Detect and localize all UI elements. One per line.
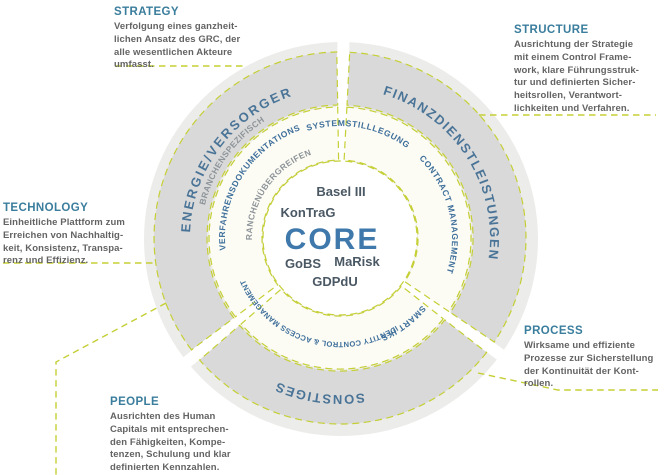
outer-sector-finanzdienstleistungen xyxy=(346,51,527,343)
callout-process-title: PROCESS xyxy=(524,325,584,337)
callout-people: PEOPLE Ausrichten des Human Capitals mit… xyxy=(110,396,265,475)
core-label-gobs: GoBS xyxy=(285,256,321,271)
spoke-top xyxy=(335,37,350,169)
core-title: CORE xyxy=(285,223,380,256)
connector-process xyxy=(477,372,658,391)
callout-strategy: STRATEGY Verfolgung eines ganzheit- lich… xyxy=(114,6,264,72)
callout-structure: STRUCTURE Ausrichtung der Strategie mit … xyxy=(514,24,664,116)
core-label-basel-iii: Basel III xyxy=(316,184,365,199)
callout-people-title: PEOPLE xyxy=(110,396,160,408)
callout-strategy-body: Verfolgung eines ganzheit- lichen Ansatz… xyxy=(114,21,241,71)
callout-process-body: Wirksame und effiziente Prozesse zur Sic… xyxy=(524,340,654,390)
core-label-kontrag: KonTraG xyxy=(281,205,336,220)
core-label-marisk: MaRisk xyxy=(334,254,380,269)
core-circle xyxy=(262,160,418,316)
callout-connectors xyxy=(3,65,658,475)
outer-sector-sonstiges xyxy=(198,319,488,425)
connector-people xyxy=(55,302,167,475)
callout-technology-body: Einheitliche Plattform zum Erreichen von… xyxy=(3,217,125,267)
core-regulations: Basel III KonTraG CORE GoBS MaRisk GDPdU xyxy=(281,184,381,289)
callout-strategy-title: STRATEGY xyxy=(114,6,179,18)
callout-structure-body: Ausrichtung der Strategie mit einem Cont… xyxy=(514,39,640,114)
callout-process: PROCESS Wirksame und effiziente Prozesse… xyxy=(524,325,664,391)
spoke-bottom-left xyxy=(180,277,290,369)
middle-sector-right xyxy=(343,106,472,313)
core-label-gdpdu: GDPdU xyxy=(312,274,358,289)
spoke-bottom-right xyxy=(393,274,506,361)
callout-technology-title: TECHNOLOGY xyxy=(3,202,89,214)
middle-sector-bottom xyxy=(240,285,445,370)
callout-technology: TECHNOLOGY Einheitliche Plattform zum Er… xyxy=(3,202,148,268)
outer-sector-energie-versorger xyxy=(153,51,339,351)
middle-sector-left xyxy=(208,106,340,318)
segment-gap-spokes xyxy=(180,37,506,369)
callout-people-body: Ausrichten des Human Capitals mit entspr… xyxy=(110,411,231,474)
callout-structure-title: STRUCTURE xyxy=(514,24,589,36)
